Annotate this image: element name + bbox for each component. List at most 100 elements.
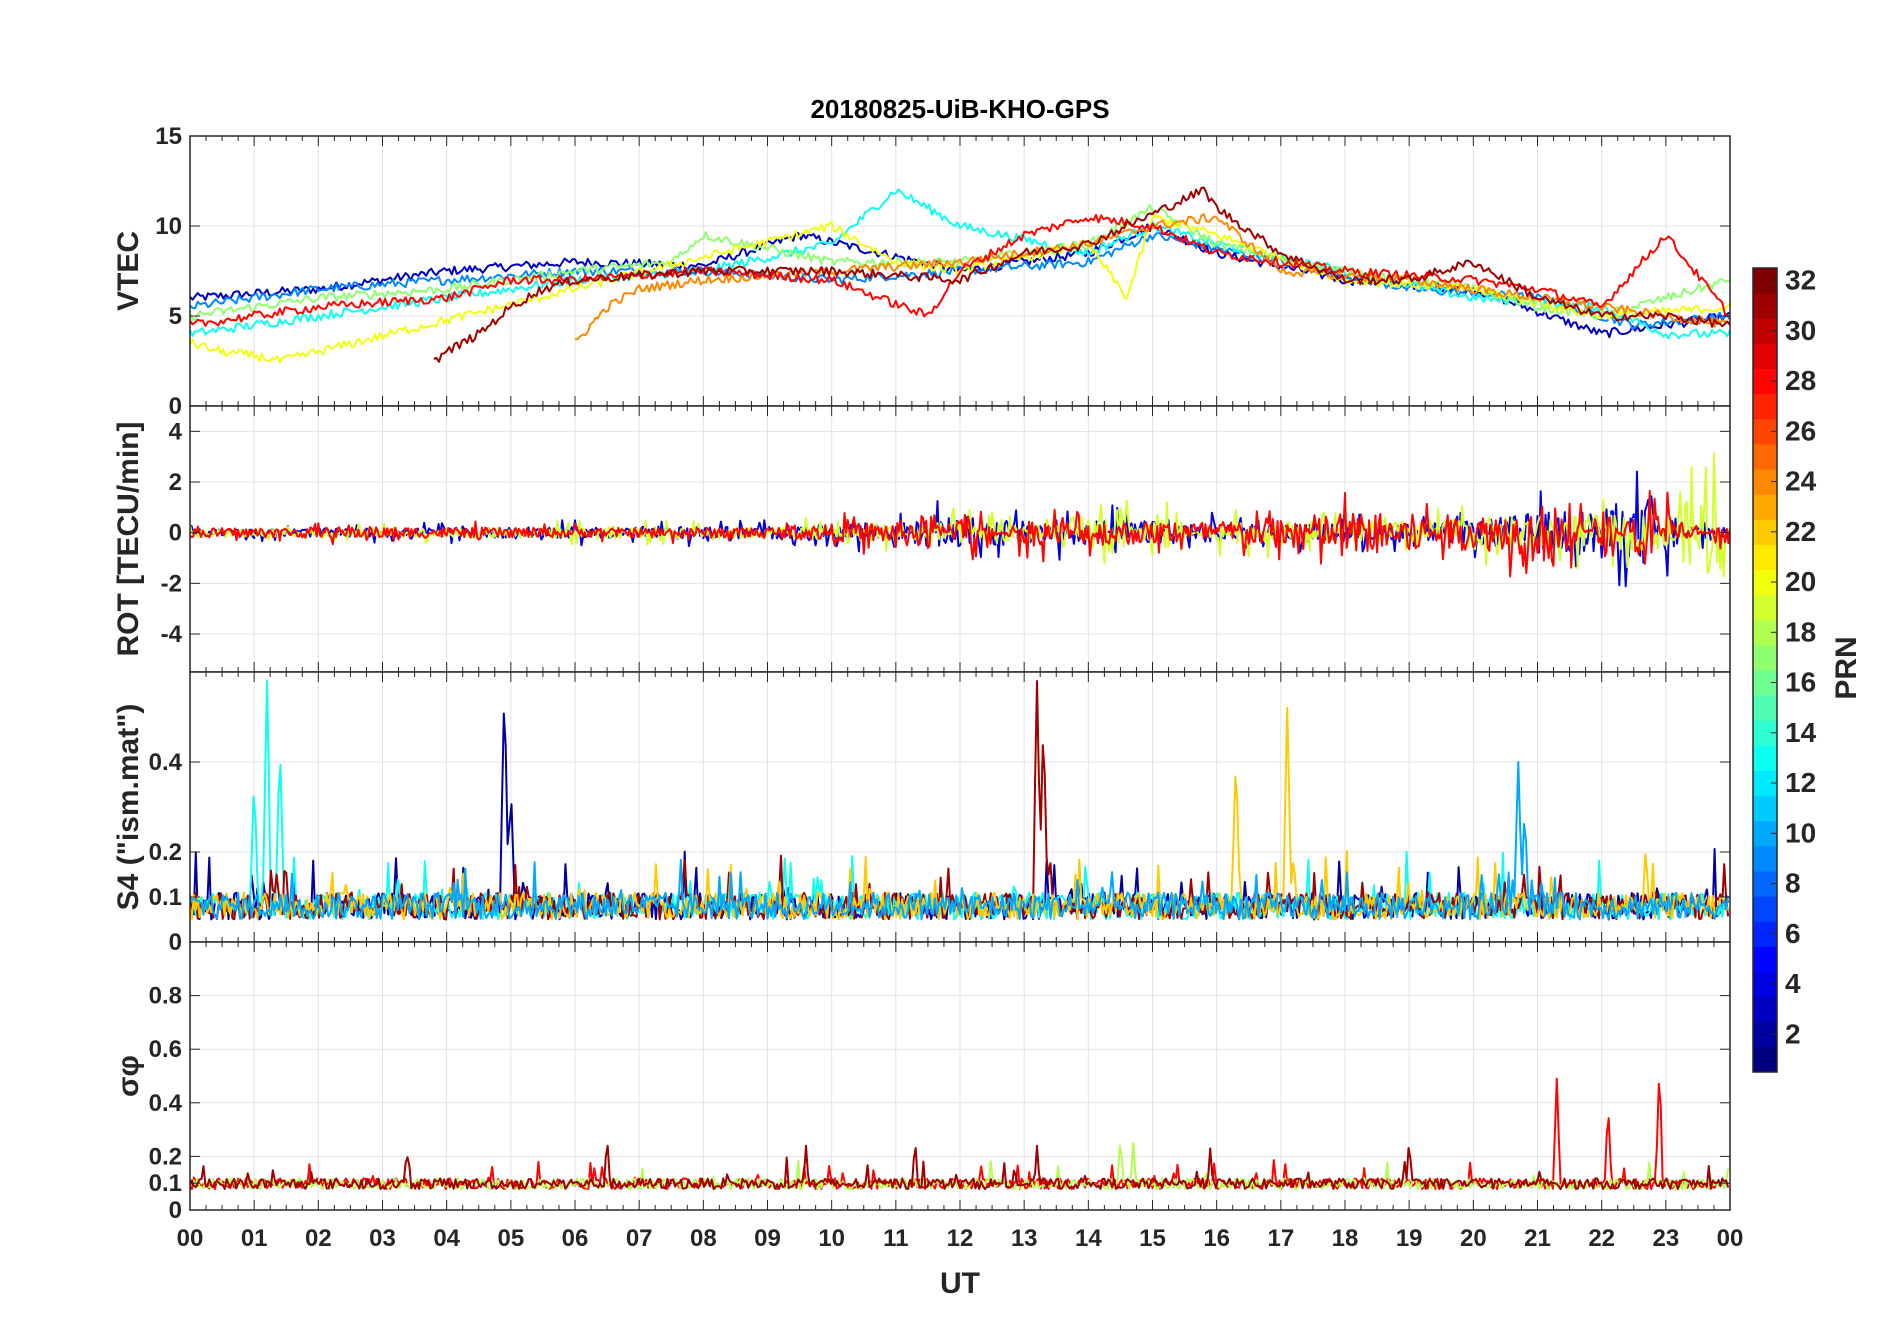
colorbar-swatch <box>1753 1046 1777 1073</box>
colorbar-frame <box>1752 267 1778 1073</box>
x-tick-label: 06 <box>562 1225 589 1252</box>
x-tick-label: 00 <box>1717 1225 1744 1252</box>
colorbar-swatch <box>1753 996 1777 1023</box>
y-axis-label: σφ <box>112 1055 145 1097</box>
colorbar-swatch <box>1753 795 1777 822</box>
panel-sigma_phi: 00.10.2 0.4 0.6 0.8 σφ <box>112 941 1731 1224</box>
colorbar-swatch <box>1753 946 1777 972</box>
y-tick-label: -4 <box>161 621 183 648</box>
y-tick-label: 15 <box>155 123 182 150</box>
traces-s4 <box>190 680 1730 921</box>
colorbar-tick-label: 10 <box>1785 817 1816 848</box>
colorbar-tick-label: 26 <box>1785 415 1816 446</box>
x-tick-label: 17 <box>1267 1225 1294 1252</box>
x-tick-label: 02 <box>305 1225 332 1252</box>
colorbar-swatch <box>1753 594 1777 621</box>
x-axis-ticks: 00 01 02 03 04 05 06 07 08 09 10 11 12 13 14 15 16 17 18 19… <box>177 1225 1744 1252</box>
x-tick-label: 10 <box>818 1225 845 1252</box>
colorbar-tick-label: 18 <box>1785 616 1816 647</box>
colorbar-swatch <box>1753 644 1777 671</box>
x-tick-label: 08 <box>690 1225 717 1252</box>
x-tick-label: 07 <box>626 1225 653 1252</box>
y-tick-label: 0.8 <box>149 983 182 1010</box>
y-axis-label: S4 ("ism.mat") <box>112 704 145 911</box>
series-prn-10 <box>190 761 1730 921</box>
chart-title: 20180825-UiB-KHO-GPS <box>810 94 1109 124</box>
y-tick-label: 0.1 <box>149 884 182 911</box>
x-tick-label: 04 <box>433 1225 460 1252</box>
series-prn-28 <box>190 489 1730 578</box>
y-tick-label: 0.4 <box>149 1090 183 1117</box>
x-tick-label: 14 <box>1075 1225 1102 1252</box>
y-tick-label: 0.1 <box>149 1170 182 1197</box>
y-tick-label: 0 <box>169 929 182 956</box>
x-tick-label: 09 <box>754 1225 781 1252</box>
x-tick-label: 22 <box>1588 1225 1615 1252</box>
x-tick-label: 12 <box>947 1225 974 1252</box>
colorbar-swatch <box>1753 293 1777 319</box>
x-tick-label: 21 <box>1524 1225 1551 1252</box>
y-axis-label: VTEC <box>112 231 145 311</box>
colorbar-swatch <box>1753 393 1777 420</box>
y-tick-label: -2 <box>161 570 182 597</box>
colorbar-tick-label: 6 <box>1785 918 1801 949</box>
y-tick-label: 0.2 <box>149 1143 182 1170</box>
y-tick-label: 0.2 <box>149 839 182 866</box>
x-tick-label: 16 <box>1203 1225 1230 1252</box>
colorbar-tick-label: 22 <box>1785 516 1816 547</box>
colorbar-swatch <box>1753 745 1777 771</box>
x-axis-label: UT <box>940 1267 980 1300</box>
y-tick-label: 0.6 <box>149 1036 182 1063</box>
series-prn-31 <box>190 1144 1730 1191</box>
colorbar-tick-label: 30 <box>1785 315 1816 346</box>
colorbar-swatch <box>1753 443 1777 470</box>
x-tick-label: 01 <box>241 1225 268 1252</box>
x-tick-label: 03 <box>369 1225 396 1252</box>
traces-rot <box>190 452 1730 588</box>
x-tick-label: 19 <box>1396 1225 1423 1252</box>
x-tick-label: 00 <box>177 1225 204 1252</box>
colorbar-swatch <box>1753 343 1777 369</box>
colorbar-swatch <box>1753 896 1777 922</box>
colorbar-swatch <box>1753 845 1777 872</box>
x-tick-label: 20 <box>1460 1225 1487 1252</box>
colorbar-tick-label: 20 <box>1785 566 1816 597</box>
y-axis-label: ROT [TECU/min] <box>112 422 145 657</box>
traces-vtec <box>190 186 1730 364</box>
panel-rot: -4 -2 0 2 4 ROT [TECU/min] <box>112 405 1731 673</box>
colorbar-swatch <box>1753 695 1777 721</box>
colorbar-tick-label: 28 <box>1785 365 1816 396</box>
colorbar-swatch <box>1753 544 1777 570</box>
panel-s4: 0 0.1 0.2 0.4S4 ("ism.mat") <box>112 671 1731 956</box>
series-prn-28 <box>190 213 1730 327</box>
colorbar-tick-label: 32 <box>1785 265 1816 296</box>
y-tick-label: 0 <box>169 393 182 420</box>
colorbar-swatch <box>1753 494 1777 520</box>
x-tick-label: 11 <box>883 1225 908 1252</box>
traces-sigma_phi <box>190 1077 1730 1191</box>
y-tick-label: 10 <box>155 213 182 240</box>
x-tick-label: 15 <box>1139 1225 1166 1252</box>
series-prn-13 <box>190 188 1730 340</box>
y-tick-label: 0.4 <box>149 749 183 776</box>
colorbar-tick-label: 14 <box>1785 717 1817 748</box>
x-tick-label: 13 <box>1011 1225 1038 1252</box>
colorbar-tick-label: 4 <box>1785 968 1801 999</box>
series-prn-31 <box>433 186 1730 363</box>
y-tick-label: 2 <box>169 469 182 496</box>
x-tick-label: 23 <box>1652 1225 1679 1252</box>
y-tick-label: 5 <box>169 303 182 330</box>
colorbar-tick-label: 2 <box>1785 1018 1801 1049</box>
y-tick-label: 0 <box>169 1197 182 1224</box>
colorbar-tick-label: 16 <box>1785 667 1816 698</box>
y-tick-label: 0 <box>169 520 182 547</box>
colorbar-tick-label: 24 <box>1785 466 1817 497</box>
x-tick-label: 05 <box>497 1225 524 1252</box>
panel-vtec: 0 5 10 15 VTEC <box>112 123 1731 420</box>
colorbar-tick-label: 8 <box>1785 868 1801 899</box>
y-tick-label: 4 <box>169 418 183 445</box>
x-tick-label: 18 <box>1332 1225 1359 1252</box>
